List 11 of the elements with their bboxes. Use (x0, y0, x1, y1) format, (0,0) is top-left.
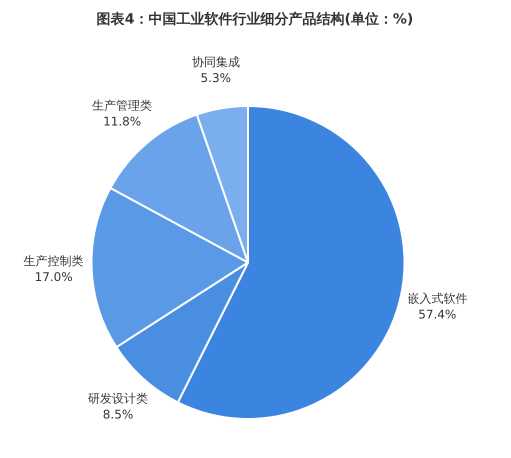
data-label: 8.5% (102, 407, 134, 422)
chart-title: 图表4：中国工业软件行业细分产品结构(单位：%) (96, 10, 414, 28)
data-label: 5.3% (200, 70, 232, 85)
slice-label: 生产控制类 (24, 254, 84, 268)
slice-label: 生产管理类 (92, 98, 152, 112)
data-label: 17.0% (34, 270, 73, 284)
slice-label: 协同集成 (192, 54, 240, 69)
slice-label: 嵌入式软件 (407, 291, 468, 306)
data-label: 57.4% (418, 307, 456, 322)
slice-label: 研发设计类 (88, 391, 148, 406)
data-label: 11.8% (103, 114, 142, 128)
